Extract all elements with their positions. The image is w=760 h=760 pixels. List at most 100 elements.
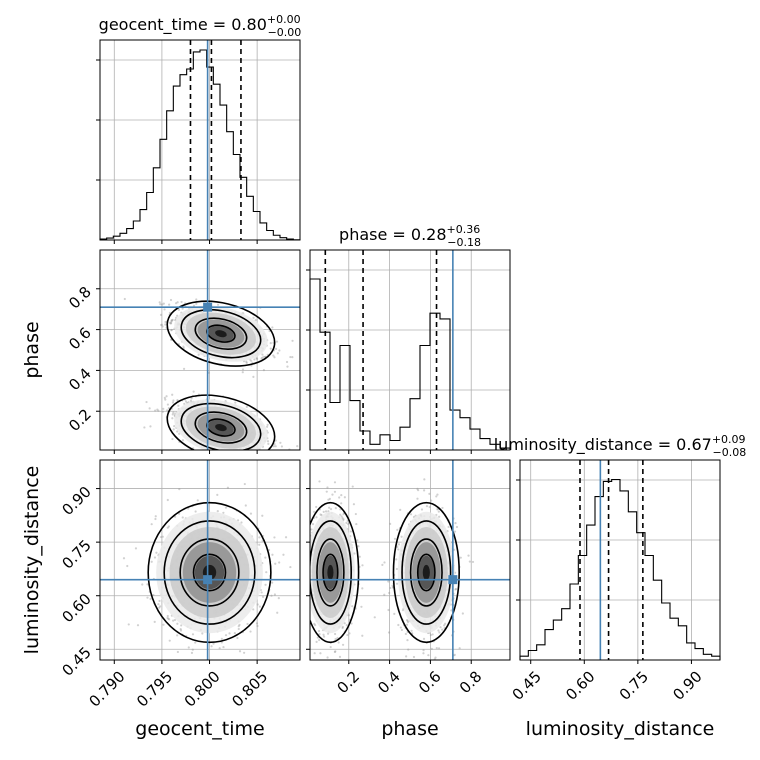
panel-frame <box>99 459 301 661</box>
scatter-point <box>260 591 263 594</box>
scatter-point <box>187 646 190 649</box>
scatter-point <box>269 342 272 345</box>
scatter-point <box>176 634 179 637</box>
x-tick-label: 0.45 <box>509 668 545 704</box>
scatter-point <box>338 655 342 658</box>
scatter-point <box>329 645 332 649</box>
scatter-point <box>187 507 190 510</box>
scatter-point <box>305 501 307 503</box>
scatter-point <box>266 423 269 426</box>
scatter-point <box>195 302 198 305</box>
scatter-point <box>222 645 225 649</box>
scatter-point <box>293 521 295 523</box>
scatter-point <box>315 640 318 643</box>
scatter-point <box>243 651 246 654</box>
scatter-point <box>158 606 161 609</box>
scatter-point <box>459 556 462 559</box>
scatter-point <box>295 596 297 598</box>
scatter-point <box>242 453 244 455</box>
scatter-point <box>159 313 163 316</box>
scatter-point <box>271 553 274 556</box>
scatter-point <box>240 521 243 524</box>
scatter-point <box>411 632 414 635</box>
scatter-point <box>212 642 215 645</box>
density-level-4 <box>422 564 430 581</box>
hist-panel-geocent_time: geocent_time = 0.80+0.00 −0.00 <box>96 13 301 244</box>
scatter-point <box>271 581 274 584</box>
scatter-point <box>322 510 325 513</box>
scatter-point <box>180 624 183 627</box>
scatter-point <box>406 619 409 623</box>
scatter-point <box>261 356 264 359</box>
scatter-point <box>174 302 178 305</box>
scatter-point <box>254 319 257 322</box>
scatter-point <box>183 402 186 405</box>
x-tick-label: 0.790 <box>85 668 128 711</box>
scatter-point <box>255 357 259 361</box>
scatter-point <box>373 616 376 619</box>
scatter-point <box>304 593 306 595</box>
scatter-point <box>347 523 350 526</box>
scatter-point <box>176 399 179 402</box>
scatter-point <box>279 441 282 444</box>
scatter-point <box>387 631 391 634</box>
scatter-point <box>340 494 343 497</box>
scatter-point <box>296 445 299 448</box>
y-tick-label: 0.4 <box>65 365 95 395</box>
scatter-point <box>399 508 402 511</box>
scatter-point <box>351 605 354 608</box>
scatter-point <box>333 632 337 636</box>
title-name: luminosity_distance = 0.67 <box>494 435 712 455</box>
scatter-point <box>389 522 392 525</box>
scatter-point <box>191 648 194 651</box>
scatter-point <box>180 300 183 304</box>
scatter-point <box>255 357 258 360</box>
scatter-point <box>393 612 396 615</box>
scatter-point <box>161 325 164 328</box>
scatter-point <box>194 510 197 513</box>
scatter-point <box>342 518 345 521</box>
scatter-point <box>306 554 308 556</box>
scatter-point <box>383 593 386 596</box>
scatter-point <box>340 502 343 505</box>
panel-frame-group <box>306 459 511 664</box>
scatter-point <box>171 318 174 321</box>
scatter-point <box>160 323 163 326</box>
scatter-point <box>339 508 342 511</box>
scatter-point <box>169 322 172 325</box>
scatter-point <box>196 499 199 502</box>
scatter-point <box>393 537 397 540</box>
scatter-point <box>318 638 321 642</box>
density-level-4 <box>327 564 334 581</box>
scatter-point <box>441 506 444 510</box>
contour-1-0 <box>166 394 276 450</box>
scatter-point <box>178 488 181 491</box>
scatter-point <box>176 301 179 304</box>
scatter-point <box>401 609 405 612</box>
title-plus: +0.00 <box>267 13 301 26</box>
truth-marker <box>203 575 213 585</box>
scatter-point <box>291 356 294 359</box>
scatter-point <box>255 464 257 466</box>
scatter-point <box>224 506 228 509</box>
y-axis-label-luminosity_distance: luminosity_distance <box>21 466 43 655</box>
scatter-point <box>274 445 277 448</box>
scatter-point <box>337 641 340 644</box>
scatter-point <box>405 655 408 658</box>
x-tick-label: 0.795 <box>133 668 176 711</box>
scatter-point <box>342 513 345 516</box>
x-axis-label-geocent_time: geocent_time <box>135 718 264 740</box>
scatter-point <box>409 513 413 516</box>
title-name: phase = 0.28 <box>339 225 446 244</box>
scatter-point <box>243 482 246 486</box>
scatter-point <box>261 539 264 542</box>
scatter-point <box>404 632 407 636</box>
scatter-point <box>278 349 281 352</box>
scatter-point <box>236 636 239 640</box>
scatter-point <box>172 399 175 402</box>
scatter-point <box>341 626 344 630</box>
scatter-point <box>427 654 430 657</box>
x-axis-label-luminosity_distance: luminosity_distance <box>526 718 715 740</box>
scatter-point <box>313 652 316 655</box>
scatter-point <box>304 562 306 564</box>
